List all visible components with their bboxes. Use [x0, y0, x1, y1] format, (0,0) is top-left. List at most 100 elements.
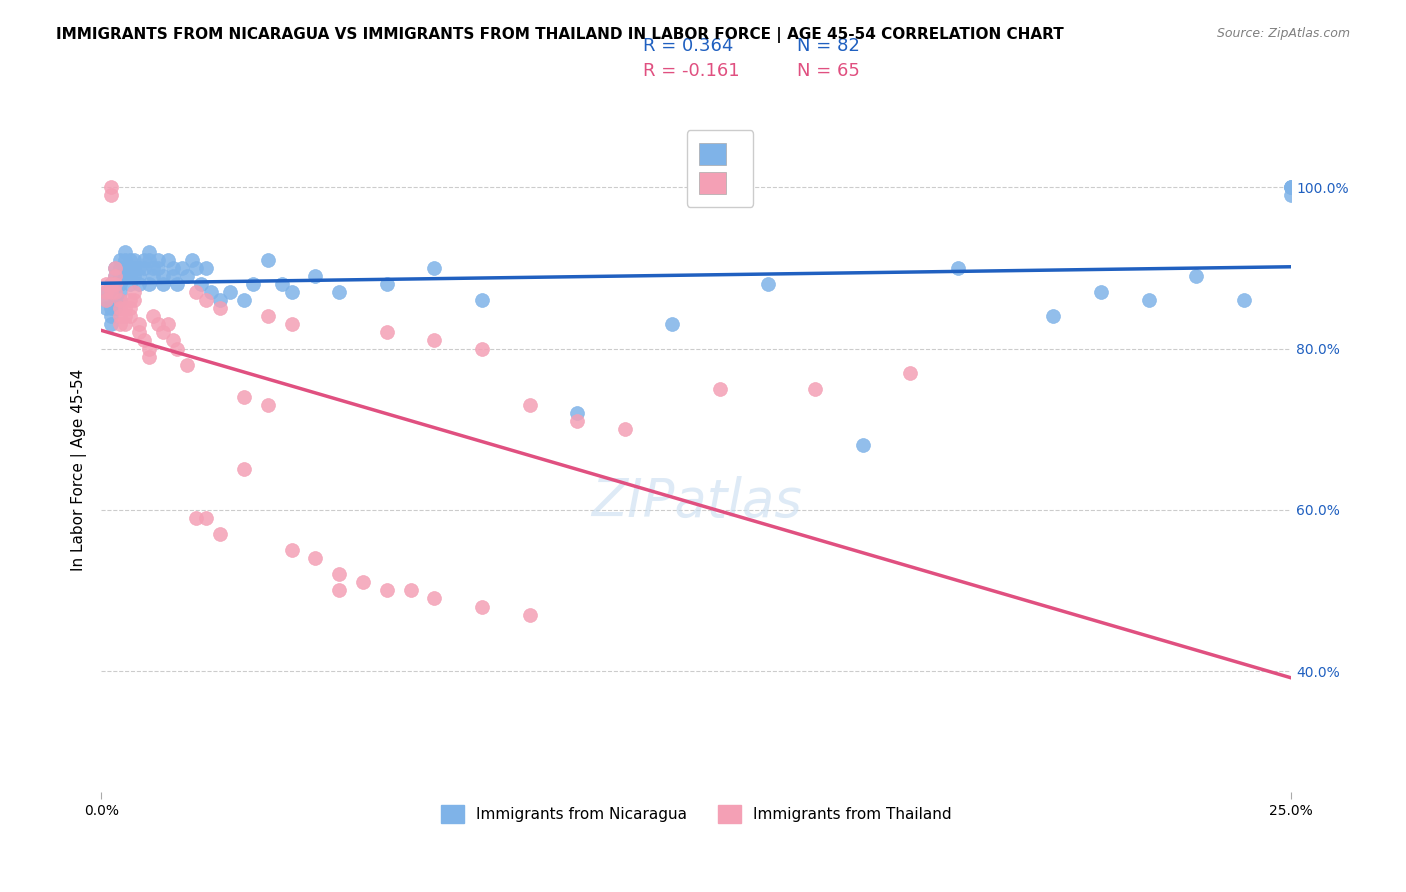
- Point: [94, 293, 117, 308]
- Point: [104, 268, 127, 283]
- Point: [567, 414, 589, 428]
- Point: [108, 301, 131, 316]
- Point: [256, 310, 278, 324]
- Point: [132, 260, 155, 275]
- Text: ZIPatlas: ZIPatlas: [591, 475, 801, 528]
- Point: [756, 277, 779, 291]
- Point: [128, 268, 150, 283]
- Point: [186, 511, 208, 525]
- Point: [124, 252, 146, 267]
- Point: [104, 268, 127, 283]
- Point: [118, 260, 141, 275]
- Point: [209, 301, 232, 316]
- Point: [194, 511, 217, 525]
- Point: [104, 301, 127, 316]
- Point: [100, 277, 122, 291]
- Point: [118, 268, 141, 283]
- Point: [328, 567, 350, 582]
- Point: [304, 268, 326, 283]
- Point: [567, 406, 589, 420]
- Point: [613, 422, 636, 436]
- Point: [328, 583, 350, 598]
- Point: [375, 277, 398, 291]
- Point: [162, 268, 184, 283]
- Point: [519, 398, 541, 412]
- Point: [138, 350, 160, 364]
- Text: IMMIGRANTS FROM NICARAGUA VS IMMIGRANTS FROM THAILAND IN LABOR FORCE | AGE 45-54: IMMIGRANTS FROM NICARAGUA VS IMMIGRANTS …: [56, 27, 1064, 43]
- Point: [148, 318, 170, 332]
- Point: [256, 252, 278, 267]
- Point: [471, 599, 494, 614]
- Point: [114, 301, 136, 316]
- Legend: Immigrants from Nicaragua, Immigrants from Thailand: Immigrants from Nicaragua, Immigrants fr…: [434, 798, 957, 830]
- Point: [138, 244, 160, 259]
- Point: [375, 326, 398, 340]
- Point: [114, 252, 136, 267]
- Point: [156, 318, 179, 332]
- Point: [100, 180, 122, 194]
- Point: [304, 551, 326, 566]
- Point: [108, 268, 131, 283]
- Point: [162, 334, 184, 348]
- Point: [104, 260, 127, 275]
- Text: N = 82: N = 82: [797, 37, 860, 55]
- Point: [152, 268, 174, 283]
- Point: [104, 277, 127, 291]
- Point: [162, 260, 184, 275]
- Point: [138, 252, 160, 267]
- Point: [100, 318, 122, 332]
- Point: [124, 285, 146, 299]
- Point: [209, 293, 232, 308]
- Text: Source: ZipAtlas.com: Source: ZipAtlas.com: [1216, 27, 1350, 40]
- Point: [209, 527, 232, 541]
- Point: [108, 310, 131, 324]
- Point: [233, 293, 256, 308]
- Point: [132, 334, 155, 348]
- Point: [280, 543, 302, 558]
- Point: [233, 390, 256, 404]
- Point: [142, 260, 165, 275]
- Point: [100, 285, 122, 299]
- Point: [1279, 180, 1302, 194]
- Point: [200, 285, 222, 299]
- Point: [804, 382, 827, 396]
- Point: [114, 318, 136, 332]
- Point: [1090, 285, 1112, 299]
- Point: [471, 293, 494, 308]
- Point: [661, 318, 683, 332]
- Point: [108, 260, 131, 275]
- Point: [1233, 293, 1256, 308]
- Point: [100, 277, 122, 291]
- Point: [108, 277, 131, 291]
- Point: [118, 293, 141, 308]
- Point: [194, 293, 217, 308]
- Point: [148, 260, 170, 275]
- Point: [118, 301, 141, 316]
- Point: [328, 285, 350, 299]
- Point: [148, 252, 170, 267]
- Point: [100, 285, 122, 299]
- Point: [166, 342, 188, 356]
- Point: [100, 188, 122, 202]
- Point: [128, 277, 150, 291]
- Point: [471, 342, 494, 356]
- Point: [1279, 180, 1302, 194]
- Point: [118, 277, 141, 291]
- Point: [156, 252, 179, 267]
- Point: [709, 382, 731, 396]
- Point: [100, 301, 122, 316]
- Point: [104, 260, 127, 275]
- Point: [104, 293, 127, 308]
- Point: [124, 268, 146, 283]
- Point: [118, 310, 141, 324]
- Point: [375, 583, 398, 598]
- Point: [138, 342, 160, 356]
- Point: [114, 268, 136, 283]
- Point: [280, 285, 302, 299]
- Point: [128, 326, 150, 340]
- Point: [132, 252, 155, 267]
- Point: [190, 277, 212, 291]
- Point: [166, 277, 188, 291]
- Point: [1042, 310, 1064, 324]
- Point: [194, 260, 217, 275]
